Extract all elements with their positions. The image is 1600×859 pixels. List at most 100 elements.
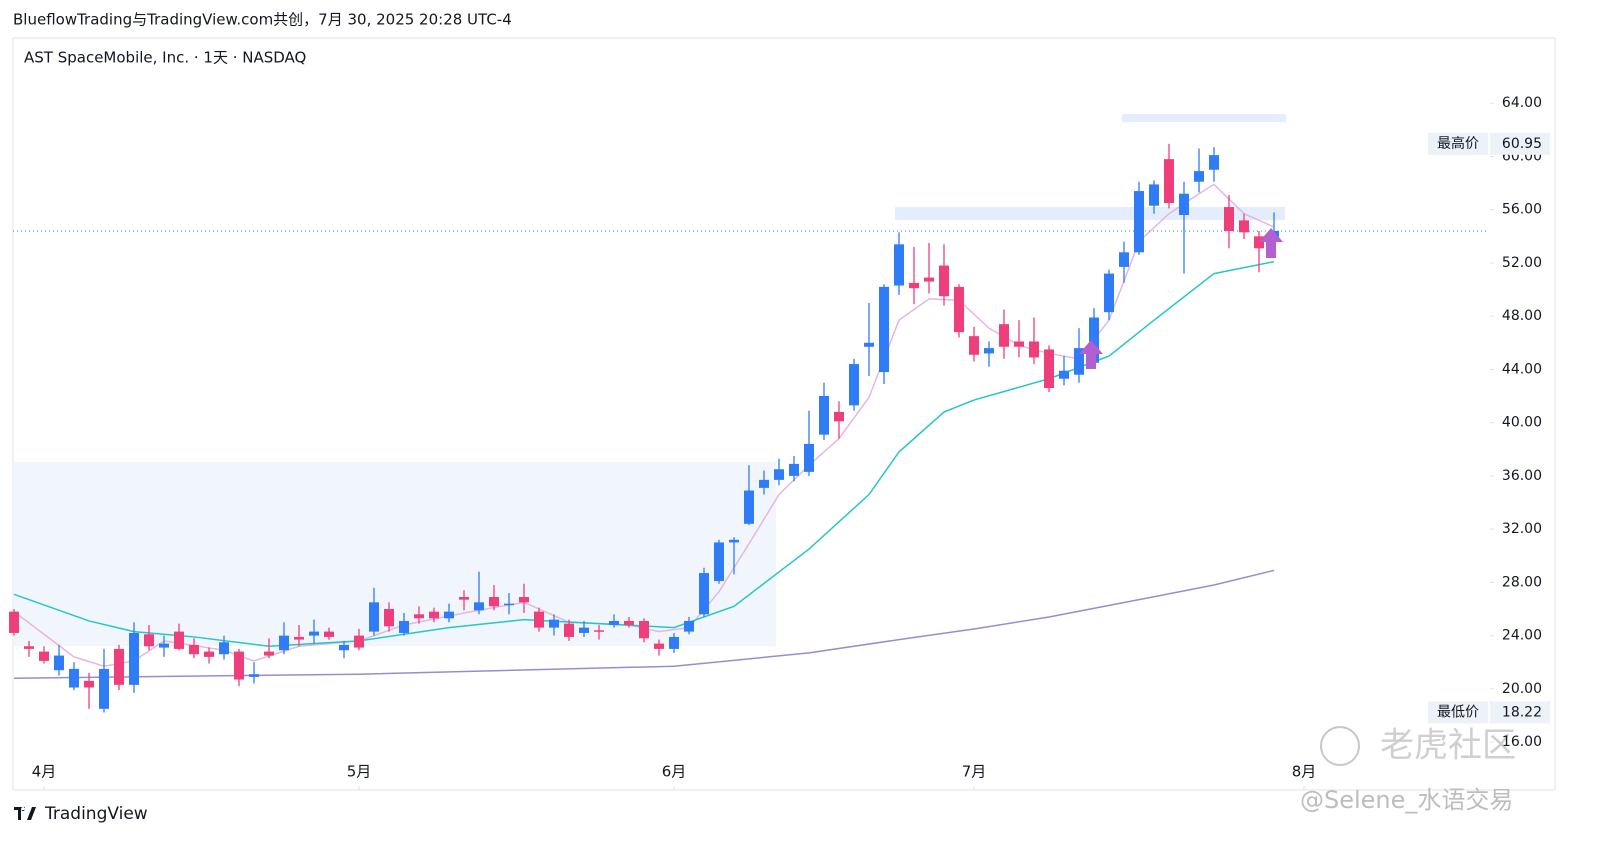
candle-body [384,608,394,627]
candle-body [684,620,694,632]
candle-body [909,282,919,289]
candle-body [1179,193,1189,216]
candle-body [474,602,484,611]
candle-body [759,479,769,488]
arrow [1079,340,1103,369]
candle-body [984,348,994,354]
candle-body [444,611,454,619]
candle-body [579,627,589,633]
candle-body [84,680,94,688]
candle-body [804,443,814,472]
candle-body [324,631,334,637]
candle-body [279,635,289,651]
candle-body [489,597,499,607]
y-tick-label: 64.00 [1502,95,1542,111]
y-tick-label: 52.00 [1502,255,1542,271]
candle-body [429,611,439,619]
candle-body [159,643,169,648]
candle-body [219,642,229,655]
candle-body [864,342,874,347]
low-value: 18.22 [1502,705,1542,721]
candle-body [894,244,904,286]
candle-body [1029,341,1039,358]
candle-body [399,620,409,633]
candle-body [729,539,739,543]
candle-body [309,631,319,636]
candle-body [1239,220,1249,233]
candle-body [939,265,949,297]
candle-body [1014,341,1024,347]
candle-body [504,603,514,606]
candle-body [744,490,754,524]
high-label: 最高价 [1437,135,1479,152]
candle-body [144,634,154,647]
candle-body [774,469,784,480]
candle-body [69,668,79,688]
high-value-box [1490,132,1550,155]
candle-body [549,619,559,628]
candle-body [924,277,934,282]
x-tick-label: 5月 [347,763,372,781]
y-tick-label: 56.00 [1502,202,1542,218]
candle-body [339,644,349,651]
candle-body [294,636,304,640]
candle-body [414,614,424,619]
candle-body [39,651,49,661]
y-tick-label: 28.00 [1502,574,1542,590]
candle-body [1044,349,1054,389]
range-zone [13,462,776,646]
candle-body [1104,273,1114,313]
y-tick-label: 20.00 [1502,681,1542,697]
y-tick-label: 24.00 [1502,628,1542,644]
candle-body [789,463,799,476]
watermark-site: 老虎社区 [1380,726,1516,766]
candle-body [54,655,64,671]
candle-body [714,542,724,582]
candle-body [1164,159,1174,204]
candle-body [1059,370,1069,379]
x-tick-label: 6月 [662,763,687,781]
candle-body [189,644,199,655]
y-tick-label: 36.00 [1502,468,1542,484]
candle-body [234,651,244,680]
candle-body [819,396,829,435]
candle-body [354,635,364,648]
range-zone [1122,114,1286,122]
low-label: 最低价 [1437,705,1479,721]
candle-body [834,412,844,422]
candle-body [1209,155,1219,170]
chart-frame [12,37,1556,791]
watermark-handle: @Selene_水语交易 [1300,786,1513,814]
y-tick-label: 48.00 [1502,308,1542,324]
candle-body [129,632,139,685]
y-tick-label: 16.00 [1502,734,1542,750]
candle-body [459,597,469,600]
candle-body [24,646,34,649]
x-tick-label: 4月 [32,763,57,781]
candle-body [594,630,604,632]
average-line [13,569,1275,679]
candle-body [99,668,109,709]
candle-body [114,648,124,685]
x-tick-label: 7月 [962,763,987,781]
footer-logo [14,807,36,820]
candle-body [1134,191,1144,253]
candle-body [639,620,649,639]
candle-body [609,620,619,625]
candle-body [1149,184,1159,206]
y-tick-label: 40.00 [1502,415,1542,431]
candle-body [1224,207,1234,231]
candle-body [564,623,574,637]
footer-brand: TradingView [44,804,148,824]
arrow [1259,228,1283,258]
high-value: 60.95 [1502,136,1542,152]
candle-body [969,336,979,355]
candle-body [1119,252,1129,267]
candle-body [264,651,274,656]
candle-body [954,286,964,333]
low-label-box [1428,701,1488,724]
candle-body [1089,317,1099,363]
